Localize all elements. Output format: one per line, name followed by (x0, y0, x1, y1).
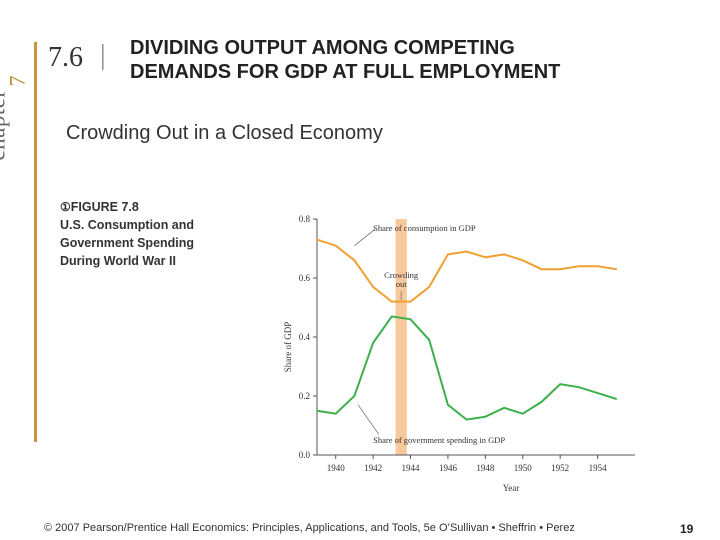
chapter-label: 7 chapter (0, 52, 44, 172)
consumption-point (353, 259, 356, 262)
consumption-point (596, 265, 599, 267)
consumption-annotation: Share of consumption in GDP (373, 223, 476, 233)
government-annotation-leader (357, 404, 380, 435)
x-axis-label: Year (503, 483, 520, 493)
crowding-out-label-2: out (396, 279, 408, 289)
consumption-point (334, 244, 337, 247)
x-tick-label: 1946 (439, 463, 458, 473)
government-point (484, 415, 487, 418)
figure-caption: ①FIGURE 7.8 U.S. Consumption and Governm… (60, 198, 194, 270)
page-title: DIVIDING OUTPUT AMONG COMPETING DEMANDS … (130, 36, 560, 84)
government-point (540, 401, 543, 403)
y-axis-label: Share of GDP (283, 322, 293, 373)
government-point (447, 404, 449, 406)
consumption-point (521, 259, 524, 262)
accent-divider (34, 42, 37, 442)
government-point (465, 418, 468, 421)
government-line (316, 315, 617, 421)
consumption-point (391, 300, 393, 303)
chapter-word: chapter (0, 89, 10, 161)
title-line-2: DEMANDS FOR GDP AT FULL EMPLOYMENT (130, 61, 561, 83)
chapter-number: 7 (4, 75, 30, 87)
government-point (615, 398, 618, 400)
consumption-point (465, 250, 468, 253)
y-tick-label: 0.8 (299, 214, 311, 224)
section-separator: | (100, 40, 106, 71)
consumption-point (447, 253, 449, 256)
title-line-1: DIVIDING OUTPUT AMONG COMPETING (130, 37, 515, 59)
government-point (559, 383, 561, 385)
government-point (372, 342, 374, 344)
y-tick-label: 0.4 (299, 332, 311, 342)
x-tick-label: 1942 (364, 463, 382, 473)
y-tick-label: 0.2 (299, 391, 310, 401)
consumption-point (578, 265, 580, 267)
government-point (334, 412, 337, 415)
x-tick-label: 1944 (402, 463, 421, 473)
x-tick-label: 1952 (551, 463, 569, 473)
figure-title-line-2: Government Spending (60, 236, 195, 250)
crowding-out-label-1: Crowding (384, 270, 419, 280)
government-point (503, 407, 505, 409)
consumption-point (409, 300, 412, 303)
consumption-point (316, 238, 318, 241)
government-point (409, 318, 412, 321)
consumption-point (559, 268, 561, 270)
government-point (428, 339, 431, 341)
x-tick-label: 1950 (514, 463, 533, 473)
consumption-annotation-leader (354, 229, 376, 246)
y-tick-label: 0.6 (299, 273, 311, 283)
consumption-government-chart: 0.0 0.2 0.4 0.6 0.8 1940 1942 1944 1946 1948 1950 1… (283, 214, 635, 493)
government-point (391, 315, 393, 318)
footer-copyright: © 2007 Pearson/Prentice Hall Economics: … (44, 522, 575, 534)
crowding-out-band (395, 219, 407, 455)
government-point (578, 386, 580, 388)
page-subtitle: Crowding Out in a Closed Economy (66, 122, 383, 144)
figure-number: FIGURE 7.8 (70, 200, 139, 214)
consumption-point (484, 256, 487, 259)
page-number: 19 (680, 522, 694, 536)
x-tick-label: 1954 (589, 463, 608, 473)
government-point (596, 392, 599, 394)
y-tick-label: 0.0 (299, 450, 311, 460)
government-point (316, 409, 318, 412)
government-annotation: Share of government spending in GDP (373, 435, 505, 445)
consumption-point (372, 286, 374, 288)
consumption-point (540, 268, 543, 270)
government-point (353, 395, 356, 397)
consumption-line (316, 238, 617, 303)
x-tick-label: 1948 (476, 463, 495, 473)
consumption-point (428, 286, 431, 288)
consumption-point (503, 253, 505, 256)
figure-title-line-1: U.S. Consumption and (60, 218, 195, 232)
figure-marker-icon: ① (60, 200, 71, 214)
consumption-point (615, 268, 618, 270)
x-tick-label: 1940 (327, 463, 346, 473)
government-point (521, 412, 524, 415)
section-number: 7.6 (48, 42, 83, 73)
figure-title-line-3: During World War II (60, 254, 176, 268)
